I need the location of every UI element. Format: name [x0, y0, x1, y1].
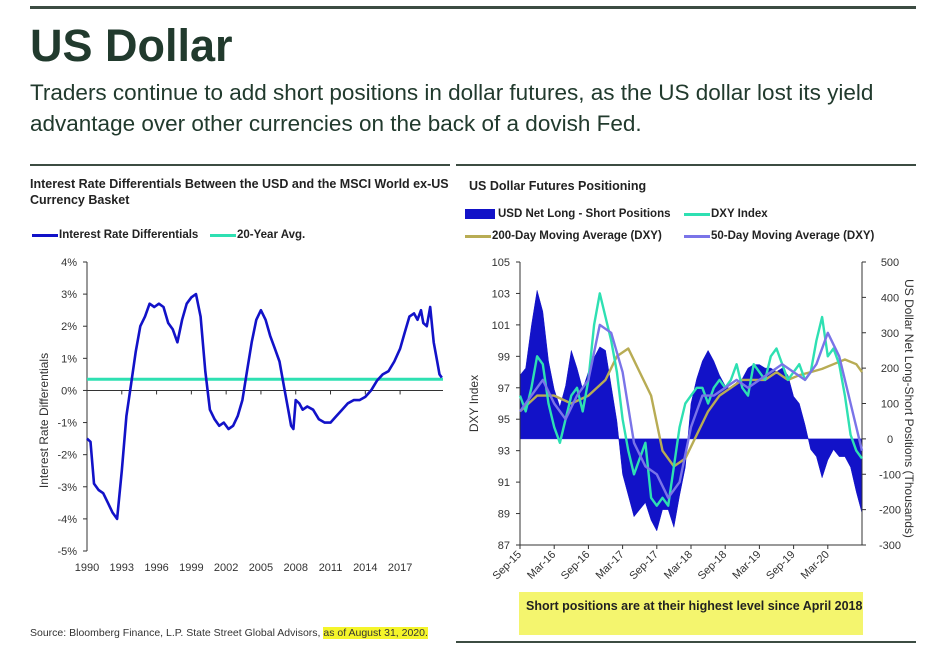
left-x-tick-label: 1996: [144, 562, 168, 574]
right-left-y-tick-label: 91: [498, 477, 510, 489]
left-x-tick-label: 2005: [249, 562, 273, 574]
right-right-y-tick-label: 200: [881, 363, 899, 375]
left-y-tick-label: -1%: [57, 418, 77, 430]
right-right-y-tick-label: -200: [879, 505, 901, 517]
right-x-tick-label: Mar-16: [525, 549, 558, 582]
right-right-y-tick-label: 100: [881, 399, 899, 411]
left-x-tick-label: 1993: [110, 562, 134, 574]
right-left-y-tick-label: 95: [498, 414, 510, 426]
left-x-tick-label: 1999: [179, 562, 203, 574]
right-chart: 105 103 101 99 97 95 93 91 89 87 500 400 300 200 100 0 -…: [467, 257, 916, 582]
charts-canvas: 4% 3% 2% 1% 0% -1% -2% -3% -4% -5% 1990 1993 1996 199…: [0, 0, 944, 648]
right-left-y-tick-label: 105: [492, 257, 510, 269]
right-left-y-tick-label: 101: [492, 320, 510, 332]
right-right-y-tick-label: 400: [881, 292, 899, 304]
left-y-tick-label: -5%: [57, 546, 77, 558]
series-interest-rate-differentials-line: [87, 294, 442, 519]
bottom-rule: [456, 641, 916, 643]
right-right-y-tick-label: 0: [887, 434, 893, 446]
right-x-tick-label: Mar-20: [799, 549, 832, 582]
right-x-tick-label: Sep-17: [627, 549, 661, 583]
left-y-tick-label: 3%: [61, 289, 77, 301]
left-x-tick-label: 2017: [388, 562, 412, 574]
left-x-tick-label: 2002: [214, 562, 238, 574]
left-y-tick-label: 0%: [61, 385, 77, 397]
right-x-tick-label: Sep-15: [491, 549, 525, 583]
left-x-tick-label: 2008: [283, 562, 307, 574]
source-date-highlight: as of August 31, 2020.: [323, 627, 428, 639]
right-left-y-tick-label: 103: [492, 288, 510, 300]
series-dxy-index-line: [520, 293, 862, 505]
source-note: Source: Bloomberg Finance, L.P. State St…: [30, 627, 428, 639]
left-y-tick-label: -4%: [57, 514, 77, 526]
right-right-y-tick-label: 500: [881, 257, 899, 269]
right-left-y-tick-label: 89: [498, 509, 510, 521]
left-x-tick-label: 1990: [75, 562, 99, 574]
left-x-tick-label: 2011: [319, 562, 343, 574]
right-left-y-tick-label: 93: [498, 446, 510, 458]
left-y-tick-label: 4%: [61, 257, 77, 269]
left-x-tick-label: 2014: [353, 562, 377, 574]
left-chart: 4% 3% 2% 1% 0% -1% -2% -3% -4% -5% 1990 1993 1996 199…: [37, 257, 443, 574]
right-left-y-axis-title: DXY Index: [467, 375, 481, 432]
left-y-tick-label: 1%: [61, 353, 77, 365]
series-usd-net-positions-area: [520, 290, 862, 531]
right-x-tick-label: Mar-18: [662, 549, 695, 582]
right-right-y-tick-label: -100: [879, 469, 901, 481]
left-y-tick-label: 2%: [61, 321, 77, 333]
right-x-tick-label: Mar-17: [594, 549, 627, 582]
right-x-tick-label: Sep-18: [696, 549, 730, 583]
source-text: Source: Bloomberg Finance, L.P. State St…: [30, 627, 323, 639]
right-left-y-tick-label: 97: [498, 383, 510, 395]
right-x-tick-label: Mar-19: [730, 549, 763, 582]
right-left-y-tick-label: 87: [498, 540, 510, 552]
left-y-tick-label: -3%: [57, 482, 77, 494]
left-y-tick-label: -2%: [57, 450, 77, 462]
right-x-tick-label: Sep-19: [764, 549, 798, 583]
left-y-axis-title: Interest Rate Differentials: [37, 353, 51, 488]
right-right-y-axis-title: US Dollar Net Long-Short Positions (Thou…: [902, 279, 916, 538]
right-right-y-tick-label: -300: [879, 540, 901, 552]
callout-box: Short positions are at their highest lev…: [519, 592, 863, 635]
right-right-y-tick-label: 300: [881, 328, 899, 340]
right-x-tick-label: Sep-16: [559, 549, 593, 583]
right-left-y-tick-label: 99: [498, 351, 510, 363]
